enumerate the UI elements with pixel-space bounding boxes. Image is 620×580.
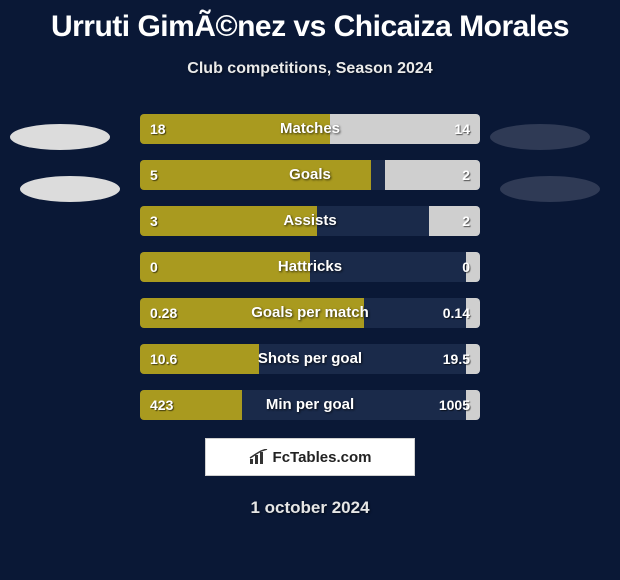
team-ellipse-right — [500, 176, 600, 202]
value-left: 10.6 — [150, 344, 177, 374]
stat-row: 0.280.14Goals per match — [0, 298, 620, 328]
stat-row: 00Hattricks — [0, 252, 620, 282]
bar-track — [140, 344, 480, 374]
bar-track — [140, 298, 480, 328]
value-left: 0.28 — [150, 298, 177, 328]
stats-container: 1814Matches52Goals32Assists00Hattricks0.… — [0, 114, 620, 420]
value-right: 1005 — [439, 390, 470, 420]
bar-track — [140, 390, 480, 420]
logo-box: FcTables.com — [205, 438, 415, 476]
bar-track — [140, 252, 480, 282]
bar-track — [140, 160, 480, 190]
team-ellipse-right — [490, 124, 590, 150]
value-left: 5 — [150, 160, 158, 190]
value-right: 2 — [462, 160, 470, 190]
bar-track — [140, 114, 480, 144]
stat-row: 4231005Min per goal — [0, 390, 620, 420]
logo-chart-icon — [249, 449, 269, 465]
value-left: 3 — [150, 206, 158, 236]
bar-left — [140, 252, 310, 282]
value-right: 0 — [462, 252, 470, 282]
date-label: 1 october 2024 — [0, 498, 620, 518]
bar-track — [140, 206, 480, 236]
page-title: Urruti GimÃ©nez vs Chicaiza Morales — [0, 0, 620, 44]
value-left: 0 — [150, 252, 158, 282]
value-right: 2 — [462, 206, 470, 236]
value-left: 18 — [150, 114, 166, 144]
value-left: 423 — [150, 390, 173, 420]
stat-row: 32Assists — [0, 206, 620, 236]
team-ellipse-left — [20, 176, 120, 202]
value-right: 19.5 — [443, 344, 470, 374]
bar-left — [140, 206, 317, 236]
bar-right — [429, 206, 480, 236]
logo-text: FcTables.com — [273, 449, 372, 466]
bar-left — [140, 114, 330, 144]
value-right: 0.14 — [443, 298, 470, 328]
team-ellipse-left — [10, 124, 110, 150]
bar-left — [140, 160, 371, 190]
subtitle: Club competitions, Season 2024 — [0, 60, 620, 78]
value-right: 14 — [454, 114, 470, 144]
stat-row: 10.619.5Shots per goal — [0, 344, 620, 374]
